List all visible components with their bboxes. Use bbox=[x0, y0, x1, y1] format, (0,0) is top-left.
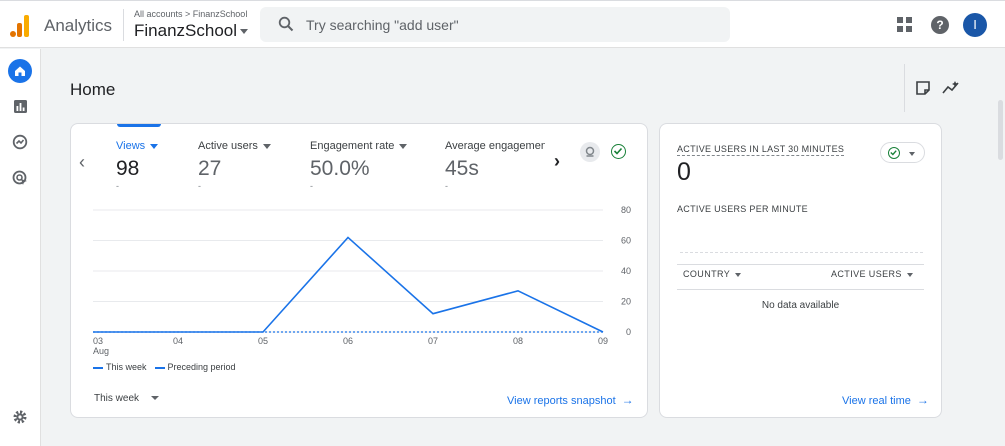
app-title[interactable]: Analytics bbox=[44, 16, 113, 35]
chevron-right-icon[interactable]: › bbox=[554, 151, 560, 171]
table-top-divider bbox=[677, 264, 924, 265]
date-range-label: This week bbox=[94, 393, 140, 404]
account-picker[interactable]: FinanzSchool bbox=[134, 21, 249, 41]
metric-label: Engagement rate bbox=[310, 140, 395, 152]
realtime-value: 0 bbox=[677, 158, 691, 186]
dashed-line-swatch bbox=[154, 366, 165, 369]
metric-change: - bbox=[310, 181, 313, 191]
arrow-right-icon: → bbox=[621, 393, 634, 407]
metric-label: Views bbox=[116, 140, 146, 152]
caret-down-icon bbox=[150, 143, 159, 149]
search-icon bbox=[278, 16, 294, 32]
per-minute-label: ACTIVE USERS PER MINUTE bbox=[677, 204, 808, 214]
avatar[interactable]: I bbox=[963, 13, 987, 37]
link-label: View reports snapshot bbox=[507, 395, 616, 407]
y-tick-label: 20 bbox=[621, 297, 631, 307]
left-nav bbox=[0, 49, 41, 446]
view-real-time-link[interactable]: View real time → bbox=[842, 393, 929, 407]
views-line-chart: 80 60 40 20 0 03 04 05 06 07 08 09 Aug bbox=[93, 205, 631, 356]
caret-down-icon bbox=[399, 143, 408, 149]
metric-value: 98 bbox=[116, 157, 140, 180]
arrow-right-icon: → bbox=[916, 393, 929, 407]
column-label: ACTIVE USERS bbox=[831, 269, 902, 279]
metric-change: - bbox=[445, 181, 448, 191]
page-scrollbar[interactable] bbox=[998, 100, 1003, 160]
y-tick-label: 40 bbox=[621, 266, 631, 276]
settings-icon[interactable] bbox=[8, 405, 32, 429]
search-bar[interactable] bbox=[260, 7, 730, 42]
x-tick-label: 06 bbox=[343, 336, 353, 346]
note-icon[interactable] bbox=[915, 80, 931, 96]
caret-down-icon bbox=[906, 272, 913, 277]
insights-badge-icon[interactable] bbox=[580, 142, 600, 162]
link-label: View real time bbox=[842, 395, 911, 407]
view-reports-snapshot-link[interactable]: View reports snapshot → bbox=[507, 393, 634, 407]
insights-icon[interactable] bbox=[942, 80, 960, 96]
legend-label: This week bbox=[106, 362, 147, 372]
table-header-divider bbox=[677, 289, 924, 290]
metric-value: 45s bbox=[445, 157, 479, 180]
this-week-line bbox=[93, 236, 604, 333]
solid-line-swatch bbox=[93, 366, 103, 369]
no-data-message: No data available bbox=[761, 300, 840, 311]
apps-grid-icon[interactable] bbox=[897, 17, 913, 33]
metric-label: Average engagemen bbox=[445, 140, 545, 152]
caret-down-icon bbox=[262, 143, 271, 149]
column-header-country[interactable]: COUNTRY bbox=[683, 269, 742, 279]
caret-down-icon bbox=[151, 396, 160, 401]
check-circle-icon[interactable] bbox=[611, 144, 626, 159]
column-header-active-users[interactable]: ACTIVE USERS bbox=[831, 269, 913, 279]
y-tick-label: 0 bbox=[626, 327, 631, 337]
per-minute-chart-baseline bbox=[680, 252, 923, 253]
legend-preceding-period[interactable]: Preceding period bbox=[154, 362, 236, 372]
header-divider bbox=[123, 9, 124, 41]
metric-active-users[interactable]: Active users 27 - bbox=[198, 140, 271, 191]
caret-down-icon bbox=[909, 152, 915, 156]
home-icon[interactable] bbox=[8, 59, 32, 83]
reports-icon[interactable] bbox=[8, 94, 32, 118]
y-tick-label: 80 bbox=[621, 205, 631, 215]
chevron-left-icon[interactable]: ‹ bbox=[79, 152, 85, 172]
legend-label: Preceding period bbox=[167, 362, 236, 372]
x-tick-sublabel: Aug bbox=[93, 346, 109, 356]
metric-views[interactable]: Views 98 - bbox=[116, 140, 159, 191]
x-tick-label: 03 bbox=[93, 336, 103, 346]
metric-value: 27 bbox=[198, 157, 222, 180]
date-range-select[interactable]: This week bbox=[94, 393, 160, 404]
selected-tab-indicator bbox=[117, 124, 161, 127]
realtime-status-dropdown[interactable] bbox=[880, 142, 925, 163]
page-title: Home bbox=[70, 80, 116, 99]
overview-card: ‹ Views 98 - Active users 27 - Engagemen… bbox=[70, 123, 648, 418]
metric-value: 50.0% bbox=[310, 157, 370, 180]
x-tick-label: 05 bbox=[258, 336, 268, 346]
breadcrumb[interactable]: All accounts > FinanzSchool bbox=[134, 9, 248, 19]
realtime-title[interactable]: ACTIVE USERS IN LAST 30 MINUTES bbox=[677, 144, 845, 156]
y-tick-label: 60 bbox=[621, 236, 631, 246]
advertising-icon[interactable] bbox=[8, 166, 32, 190]
caret-down-icon bbox=[240, 29, 249, 35]
metric-average-engagement[interactable]: Average engagemen 45s - bbox=[445, 140, 545, 191]
chart-legend: This week Preceding period bbox=[93, 362, 236, 372]
column-label: COUNTRY bbox=[683, 269, 731, 279]
metric-change: - bbox=[116, 181, 119, 191]
account-name: FinanzSchool bbox=[134, 21, 238, 40]
legend-this-week[interactable]: This week bbox=[93, 362, 147, 372]
check-circle-icon bbox=[888, 147, 900, 159]
help-icon[interactable]: ? bbox=[931, 16, 949, 34]
top-bar: Analytics All accounts > FinanzSchool Fi… bbox=[0, 0, 1005, 48]
search-input[interactable] bbox=[306, 7, 716, 42]
x-tick-label: 04 bbox=[173, 336, 183, 346]
explore-icon[interactable] bbox=[8, 130, 32, 154]
x-tick-label: 08 bbox=[513, 336, 523, 346]
caret-down-icon bbox=[735, 272, 742, 277]
metric-label: Active users bbox=[198, 140, 258, 152]
header-actions-divider bbox=[904, 64, 905, 112]
metric-engagement-rate[interactable]: Engagement rate 50.0% - bbox=[310, 140, 408, 191]
x-tick-label: 09 bbox=[598, 336, 608, 346]
realtime-card: ACTIVE USERS IN LAST 30 MINUTES 0 ACTIVE… bbox=[659, 123, 942, 418]
x-tick-label: 07 bbox=[428, 336, 438, 346]
metric-change: - bbox=[198, 181, 201, 191]
analytics-logo-icon[interactable] bbox=[10, 13, 32, 37]
